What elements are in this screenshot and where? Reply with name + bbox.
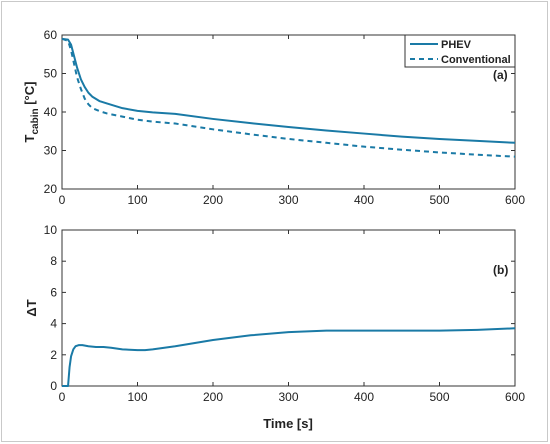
x-axis-label: Time [s] xyxy=(263,416,313,431)
panel-a-ylabel: Tcabin [°C] xyxy=(22,82,41,143)
panel-a: 0 100 200 300 400 500 600 20 30 40 50 60 (a) PHEV C… xyxy=(22,28,525,207)
panel-a-xtick-label: 300 xyxy=(278,193,298,207)
panel-a-xtick-label: 500 xyxy=(429,193,449,207)
panel-a-ticks: 0 100 200 300 400 500 600 20 30 40 50 60 xyxy=(44,28,526,207)
panel-b-lines xyxy=(62,327,516,387)
panel-a-xtick-label: 600 xyxy=(505,193,525,207)
panel-b-ticks: 0 100 200 300 400 500 600 0 2 4 6 8 10 xyxy=(44,223,526,404)
panel-a-lines xyxy=(61,37,516,158)
legend-label-phev: PHEV xyxy=(441,39,472,51)
panel-b-ytick-label: 6 xyxy=(50,285,57,299)
panel-b-xtick-label: 0 xyxy=(59,390,66,404)
panel-a-series-line-0 xyxy=(61,37,516,144)
panel-b-plot-area xyxy=(61,229,516,387)
panel-b-ytick-label: 4 xyxy=(50,317,57,331)
panel-b-xtick-label: 200 xyxy=(203,390,223,404)
legend-label-conventional: Conventional xyxy=(441,54,511,66)
panel-a-ytick-label: 40 xyxy=(44,105,58,119)
panel-a-xtick-label: 0 xyxy=(59,193,66,207)
panel-a-ytick-label: 50 xyxy=(44,67,58,81)
panel-b-xtick-label: 600 xyxy=(505,390,525,404)
panel-b-xtick-label: 400 xyxy=(354,390,374,404)
panel-b-ytick-label: 10 xyxy=(44,223,58,237)
panel-b-xtick-label: 300 xyxy=(278,390,298,404)
panel-b-ytick-label: 2 xyxy=(50,348,57,362)
panel-b-ytick-label: 8 xyxy=(50,254,57,268)
panel-a-series-line-1 xyxy=(61,37,516,158)
legend-box xyxy=(404,34,516,68)
panel-b-ytick-label: 0 xyxy=(50,379,57,393)
panel-b-xtick-label: 100 xyxy=(127,390,147,404)
panel-a-ytick-label: 60 xyxy=(44,28,58,42)
panel-b-ylabel: ΔT xyxy=(24,299,39,316)
panel-a-ytick-label: 30 xyxy=(44,144,58,158)
panel-a-xtick-label: 100 xyxy=(127,193,147,207)
panel-b-label: (b) xyxy=(493,263,508,277)
panel-a-label: (a) xyxy=(493,68,508,82)
legend: PHEV Conventional xyxy=(404,34,516,68)
panel-b-series-line-0 xyxy=(62,327,516,387)
panel-a-ytick-label: 20 xyxy=(44,182,58,196)
panel-b-xtick-label: 500 xyxy=(429,390,449,404)
panel-a-xtick-label: 200 xyxy=(203,193,223,207)
panel-b: 0 100 200 300 400 500 600 0 2 4 6 8 10 (b) ΔT Time [… xyxy=(24,223,525,431)
panel-a-xtick-label: 400 xyxy=(354,193,374,207)
